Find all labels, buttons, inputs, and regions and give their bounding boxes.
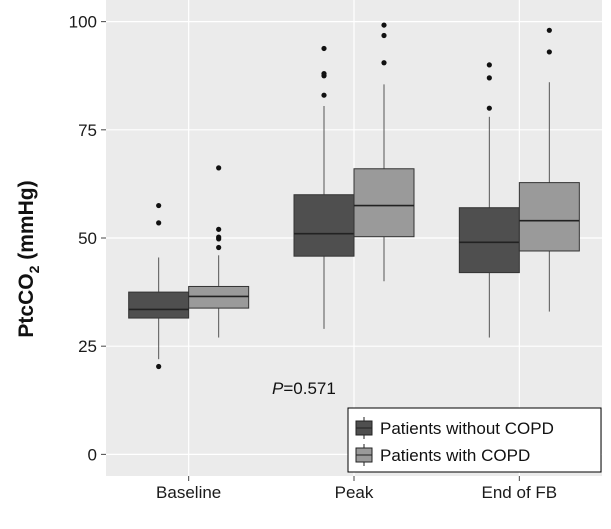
- box: [353, 168, 415, 238]
- x-tick-label: Baseline: [156, 483, 221, 502]
- outlier-point: [381, 22, 387, 28]
- outlier-point: [321, 45, 327, 52]
- box-layer: [128, 22, 580, 370]
- y-tick-label: 50: [78, 229, 97, 248]
- p-value-symbol: P: [272, 379, 284, 398]
- box: [188, 285, 250, 309]
- outlier-point: [381, 60, 387, 66]
- outlier-point: [381, 32, 387, 39]
- y-axis-label-main: PtcCO: [15, 273, 38, 337]
- y-tick-label: 100: [69, 13, 97, 32]
- box: [458, 207, 520, 274]
- legend-label-without-copd: Patients without COPD: [380, 419, 554, 438]
- box-group: [353, 22, 415, 282]
- y-axis-label-unit: (mmHg): [15, 180, 38, 265]
- outlier-point: [486, 105, 492, 111]
- x-tick-label: Peak: [335, 483, 374, 502]
- y-tick-label: 75: [78, 121, 97, 140]
- box: [293, 194, 355, 257]
- y-tick-label: 25: [78, 337, 97, 356]
- box-group: [458, 62, 520, 338]
- box-group: [128, 202, 190, 370]
- box: [518, 182, 580, 252]
- box: [128, 291, 190, 319]
- legend-label-with-copd: Patients with COPD: [380, 446, 530, 465]
- outlier-point: [546, 49, 552, 55]
- outlier-point: [216, 165, 222, 171]
- outlier-point: [546, 27, 552, 33]
- x-tick-label: End of FB: [482, 483, 558, 502]
- outlier-point: [321, 92, 327, 98]
- p-value-annotation: P=0.571: [272, 379, 336, 398]
- p-value-number: =0.571: [283, 379, 335, 398]
- outlier-point: [156, 202, 162, 209]
- outlier-point: [486, 75, 492, 81]
- outlier-point: [216, 244, 222, 251]
- outlier-point: [486, 62, 492, 68]
- legend-box: [347, 407, 602, 473]
- legend: Patients without COPD Patients with COPD: [347, 407, 602, 473]
- outlier-point: [156, 220, 162, 226]
- box-group: [518, 27, 580, 312]
- outlier-point: [216, 234, 222, 240]
- y-axis-label: PtcCO2 (mmHg): [15, 180, 42, 337]
- y-tick-label: 0: [88, 445, 97, 464]
- axis-layer: 0 25 50 75 100 Baseline Peak End of FB: [69, 13, 558, 502]
- outlier-point: [216, 226, 222, 232]
- outlier-point: [156, 363, 162, 370]
- outlier-point: [321, 70, 327, 77]
- y-axis-label-subscript: 2: [26, 265, 42, 273]
- box-group: [188, 165, 250, 338]
